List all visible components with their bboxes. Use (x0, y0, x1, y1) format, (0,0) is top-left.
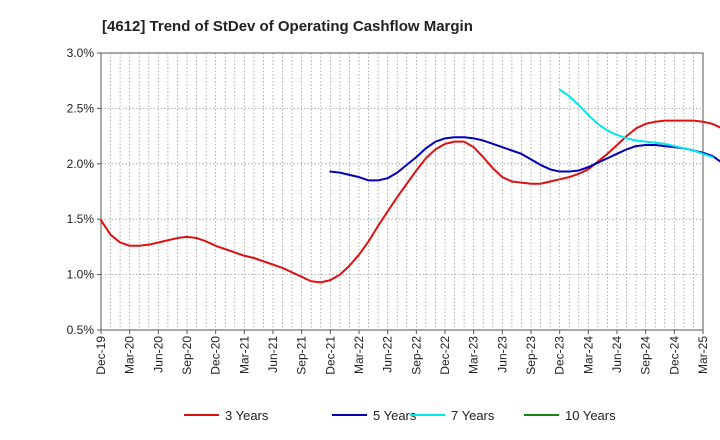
x-tick-label: Mar-23 (467, 336, 481, 374)
series-line-7-years (558, 88, 714, 159)
y-axis: 0.5% 1.0% 1.5% 2.0% 2.5% 3.0% (67, 46, 101, 337)
y-tick-label: 3.0% (67, 46, 95, 60)
series-group (100, 88, 720, 284)
y-tick-label: 2.5% (67, 101, 95, 115)
y-tick-label: 1.5% (67, 212, 95, 226)
x-tick-label: Mar-21 (237, 336, 251, 374)
series-line-3-years (100, 119, 720, 284)
x-tick-label: Dec-20 (209, 336, 223, 375)
x-tick-label: Dec-22 (438, 336, 452, 375)
x-tick-label: Sep-20 (180, 336, 194, 375)
x-axis: Dec-19 Mar-20 Jun-20 Sep-20 Dec-20 Mar-21 Jun-… (94, 330, 710, 375)
legend-label-3-years: 3 Years (225, 408, 269, 423)
x-tick-label: Dec-24 (667, 336, 681, 375)
x-tick-label: Sep-23 (524, 336, 538, 375)
x-tick-label: Sep-24 (639, 336, 653, 375)
x-tick-label: Mar-22 (352, 336, 366, 374)
x-tick-label: Jun-22 (381, 336, 395, 373)
legend-label-5-years: 5 Years (373, 408, 417, 423)
x-tick-label: Jun-24 (610, 336, 624, 373)
x-tick-label: Mar-24 (581, 336, 595, 374)
y-tick-label: 0.5% (67, 323, 95, 337)
series-line-5-years (329, 136, 720, 182)
x-tick-label: Dec-23 (553, 336, 567, 375)
x-tick-label: Jun-21 (266, 336, 280, 373)
legend-label-7-years: 7 Years (451, 408, 495, 423)
legend-label-10-years: 10 Years (565, 408, 616, 423)
y-tick-label: 2.0% (67, 157, 95, 171)
x-tick-label: Jun-20 (151, 336, 165, 373)
x-tick-label: Sep-22 (409, 336, 423, 375)
x-tick-label: Dec-19 (94, 336, 108, 375)
x-tick-label: Jun-23 (495, 336, 509, 373)
x-tick-label: Dec-21 (323, 336, 337, 375)
legend: 3 Years 5 Years 7 Years 10 Years (184, 408, 616, 423)
grid (101, 53, 703, 330)
plot-frame (100, 52, 704, 331)
y-tick-label: 1.0% (67, 268, 95, 282)
chart-title: [4612] Trend of StDev of Operating Cashf… (102, 18, 473, 35)
x-tick-label: Sep-21 (295, 336, 309, 375)
x-tick-label: Mar-25 (696, 336, 710, 374)
x-tick-label: Mar-20 (123, 336, 137, 374)
